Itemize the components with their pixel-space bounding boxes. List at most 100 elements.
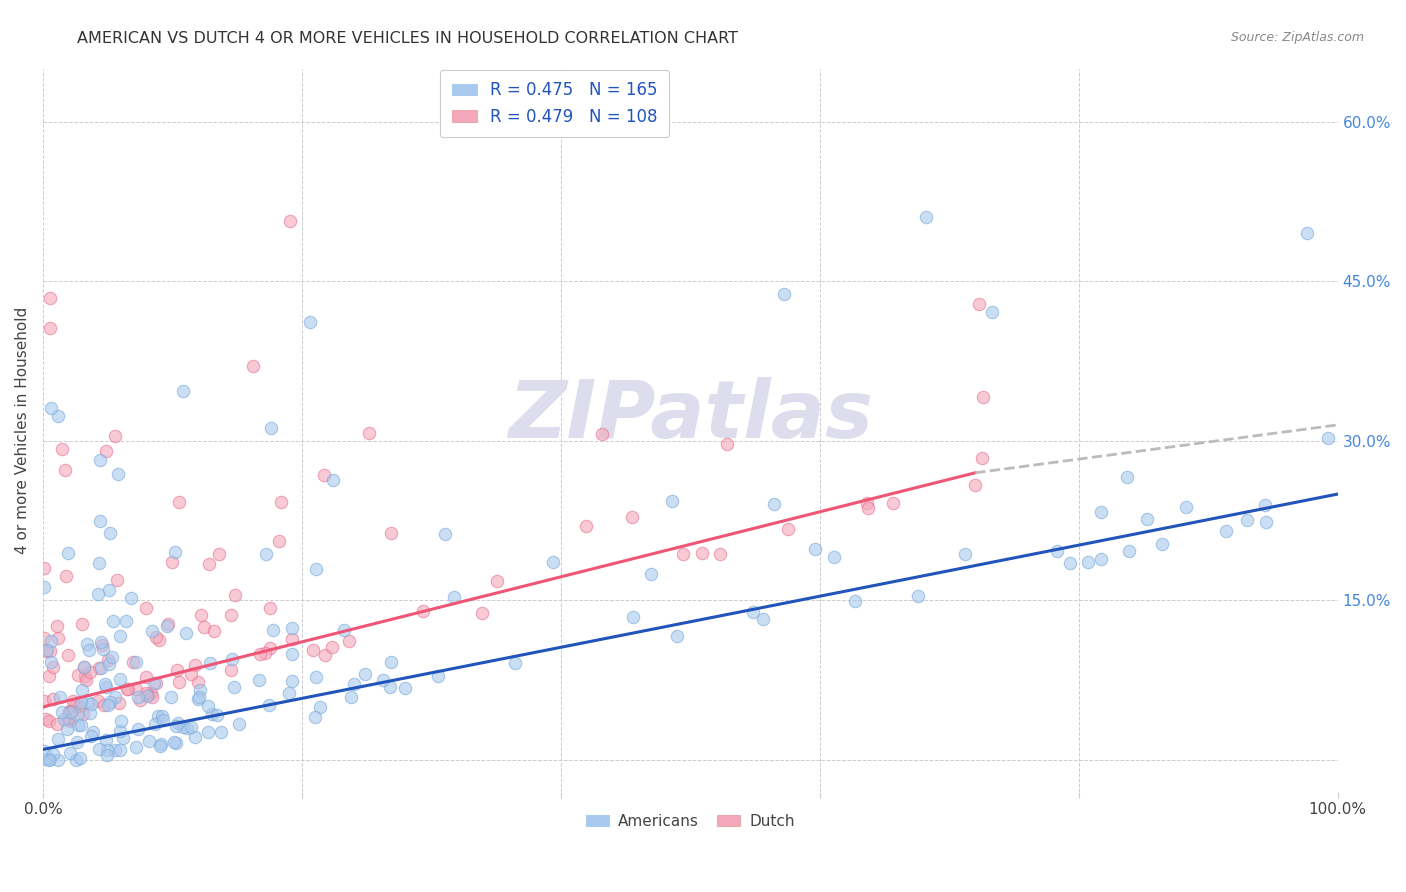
Point: [117, 682, 139, 697]
Point: [165, 718, 187, 732]
Point: [108, 673, 131, 687]
Point: [167, 715, 190, 730]
Point: [110, 714, 132, 728]
Point: [129, 693, 152, 707]
Point: [94, 681, 117, 695]
Point: [97, 653, 120, 667]
Y-axis label: 4 or more Vehicles in Household: 4 or more Vehicles in Household: [15, 307, 30, 554]
Point: [953, 547, 976, 561]
Point: [394, 681, 416, 695]
Point: [94, 733, 117, 747]
Point: [90, 635, 112, 649]
Point: [105, 573, 128, 587]
Point: [34, 580, 56, 594]
Point: [104, 429, 127, 443]
Point: [1150, 537, 1173, 551]
Point: [73, 660, 96, 674]
Point: [281, 673, 304, 688]
Point: [184, 731, 207, 745]
Point: [91, 639, 114, 653]
Point: [156, 616, 179, 631]
Point: [270, 495, 292, 509]
Point: [89, 514, 111, 528]
Point: [205, 708, 228, 723]
Point: [575, 518, 598, 533]
Point: [305, 562, 328, 576]
Point: [91, 642, 114, 657]
Point: [35, 712, 58, 726]
Point: [1077, 555, 1099, 569]
Point: [666, 629, 689, 643]
Point: [247, 673, 270, 687]
Point: [70, 695, 93, 709]
Point: [188, 690, 211, 704]
Point: [75, 669, 97, 683]
Point: [1254, 515, 1277, 529]
Point: [380, 525, 402, 540]
Text: AMERICAN VS DUTCH 4 OR MORE VEHICLES IN HOUSEHOLD CORRELATION CHART: AMERICAN VS DUTCH 4 OR MORE VEHICLES IN …: [77, 31, 738, 46]
Point: [65, 699, 87, 714]
Point: [73, 659, 96, 673]
Point: [1090, 552, 1112, 566]
Point: [373, 673, 395, 687]
Point: [1136, 512, 1159, 526]
Point: [257, 698, 280, 712]
Point: [661, 494, 683, 508]
Point: [46, 632, 69, 646]
Point: [202, 624, 225, 638]
Point: [380, 681, 402, 695]
Point: [773, 286, 796, 301]
Point: [135, 601, 157, 615]
Point: [94, 443, 117, 458]
Point: [108, 743, 131, 757]
Point: [101, 650, 124, 665]
Point: [907, 589, 929, 603]
Point: [281, 632, 304, 646]
Point: [184, 658, 207, 673]
Point: [93, 698, 115, 713]
Point: [337, 633, 360, 648]
Point: [65, 753, 87, 767]
Point: [198, 557, 221, 571]
Point: [77, 695, 100, 709]
Point: [97, 582, 120, 597]
Point: [219, 608, 242, 623]
Point: [149, 737, 172, 751]
Point: [242, 359, 264, 373]
Point: [42, 747, 65, 761]
Point: [51, 705, 73, 719]
Point: [981, 304, 1004, 318]
Point: [51, 442, 73, 456]
Point: [56, 545, 79, 559]
Point: [75, 673, 97, 687]
Point: [505, 656, 527, 670]
Point: [72, 706, 94, 721]
Point: [143, 717, 166, 731]
Point: [299, 315, 322, 329]
Point: [66, 707, 89, 722]
Point: [427, 669, 450, 683]
Point: [208, 548, 231, 562]
Point: [104, 690, 127, 705]
Point: [187, 675, 209, 690]
Point: [46, 409, 69, 423]
Point: [620, 510, 643, 524]
Point: [640, 567, 662, 582]
Point: [112, 731, 135, 745]
Point: [69, 751, 91, 765]
Point: [108, 628, 131, 642]
Point: [412, 604, 434, 618]
Point: [143, 675, 166, 690]
Point: [52, 712, 75, 726]
Point: [172, 720, 194, 734]
Point: [98, 657, 121, 672]
Point: [304, 710, 326, 724]
Point: [1045, 543, 1067, 558]
Point: [1215, 524, 1237, 538]
Point: [66, 735, 89, 749]
Point: [90, 661, 112, 675]
Point: [87, 661, 110, 675]
Point: [46, 717, 69, 731]
Point: [87, 556, 110, 570]
Point: [269, 533, 291, 548]
